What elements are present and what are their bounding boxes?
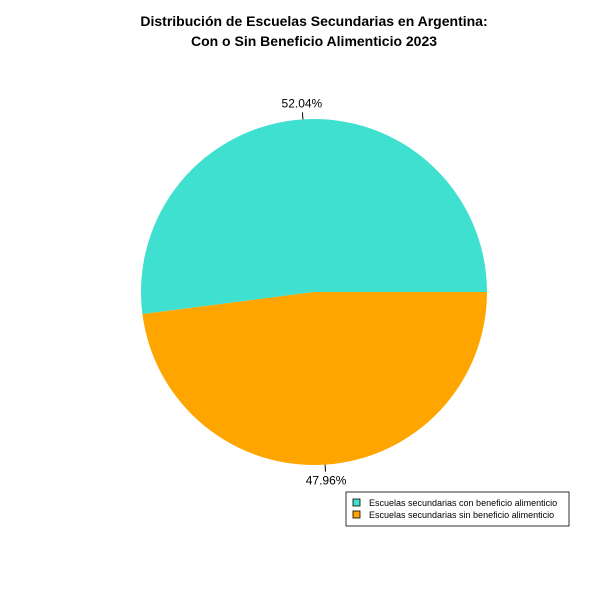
chart-title-line-1: Distribución de Escuelas Secundarias en … [140, 13, 487, 29]
pie-slices [141, 119, 487, 466]
legend-swatch-1 [352, 498, 361, 507]
legend-box [345, 491, 570, 527]
legend-label-2: Escuelas secundarias sin beneficio alime… [369, 510, 554, 520]
slice-percent-label-1: 52.04% [282, 96, 323, 110]
pie-slice-2 [142, 292, 487, 466]
legend: Escuelas secundarias con beneficio alime… [345, 491, 570, 527]
pie-slice-1 [141, 119, 487, 315]
chart-title-line-2: Con o Sin Beneficio Alimenticio 2023 [191, 33, 437, 49]
slice-labels: 52.04% 47.96% [282, 96, 347, 487]
slice-percent-label-2: 47.96% [306, 474, 347, 488]
legend-swatch-2 [352, 510, 361, 519]
legend-label-1: Escuelas secundarias con beneficio alime… [369, 498, 557, 508]
